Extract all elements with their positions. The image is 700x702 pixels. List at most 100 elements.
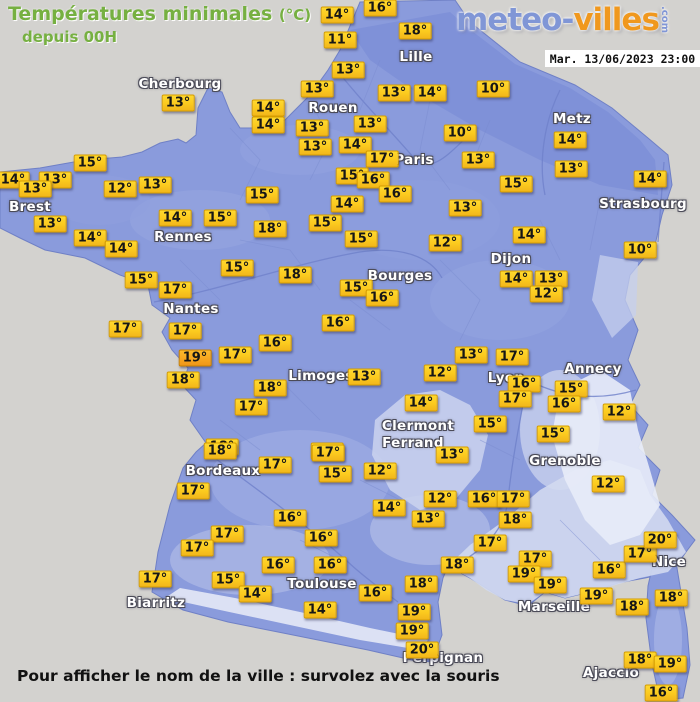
temperature-badge[interactable]: 15° [473,415,507,433]
temperature-badge[interactable]: 17° [158,281,192,299]
temperature-badge[interactable]: 17° [176,482,210,500]
temperature-badge[interactable]: 18° [654,589,688,607]
temperature-badge[interactable]: 13° [33,215,67,233]
temperature-badge[interactable]: 14° [238,585,272,603]
temperature-badge[interactable]: 18° [278,266,312,284]
temperature-badge[interactable]: 17° [623,545,657,563]
temperature-badge[interactable]: 17° [218,346,252,364]
temperature-badge[interactable]: 12° [363,462,397,480]
temperature-badge[interactable]: 17° [496,490,530,508]
temperature-badge[interactable]: 16° [304,529,338,547]
temperature-badge[interactable]: 20° [643,531,677,549]
temperature-badge[interactable]: 16° [313,556,347,574]
temperature-badge[interactable]: 14° [553,131,587,149]
temperature-badge[interactable]: 15° [536,425,570,443]
temperature-badge[interactable]: 13° [138,176,172,194]
temperature-badge[interactable]: 17° [180,539,214,557]
temperature-badge[interactable]: 14° [413,84,447,102]
temperature-badge[interactable]: 12° [103,180,137,198]
temperature-badge[interactable]: 15° [554,380,588,398]
temperature-badge[interactable]: 15° [124,271,158,289]
temperature-badge[interactable]: 14° [73,229,107,247]
temperature-badge[interactable]: 13° [161,94,195,112]
temperature-badge[interactable]: 16° [261,556,295,574]
temperature-badge[interactable]: 12° [529,285,563,303]
temperature-badge[interactable]: 12° [428,234,462,252]
temperature-badge[interactable]: 19° [178,349,212,367]
temperature-badge[interactable]: 17° [498,390,532,408]
temperature-badge[interactable]: 15° [318,465,352,483]
temperature-badge[interactable]: 15° [220,259,254,277]
temperature-badge[interactable]: 15° [211,571,245,589]
temperature-badge[interactable]: 19° [507,565,541,583]
temperature-badge[interactable]: 12° [602,403,636,421]
temperature-badge[interactable]: 16° [356,171,390,189]
temperature-badge[interactable]: 14° [404,394,438,412]
temperature-badge[interactable]: 17° [168,322,202,340]
temperature-badge[interactable]: 17° [311,444,345,462]
temperature-badge[interactable]: 19° [533,576,567,594]
temperature-badge[interactable]: 19° [653,655,687,673]
temperature-badge[interactable]: 14° [330,195,364,213]
temperature-badge[interactable]: 13° [411,510,445,528]
temperature-badge[interactable]: 13° [300,80,334,98]
temperature-badge[interactable]: 18° [498,511,532,529]
temperature-badge[interactable]: 19° [579,587,613,605]
temperature-badge[interactable]: 17° [210,525,244,543]
temperature-badge[interactable]: 13° [377,84,411,102]
temperature-badge[interactable]: 16° [258,334,292,352]
temperature-badge[interactable]: 12° [423,364,457,382]
temperature-badge[interactable]: 13° [554,160,588,178]
temperature-badge[interactable]: 16° [273,509,307,527]
temperature-badge[interactable]: 14° [512,226,546,244]
temperature-badge[interactable]: 13° [331,61,365,79]
temperature-badge[interactable]: 15° [344,230,378,248]
temperature-badge[interactable]: 12° [591,475,625,493]
temperature-badge[interactable]: 17° [365,150,399,168]
temperature-badge[interactable]: 16° [592,561,626,579]
temperature-badge[interactable]: 16° [378,185,412,203]
temperature-badge[interactable]: 18° [253,220,287,238]
temperature-badge[interactable]: 15° [203,209,237,227]
temperature-badge[interactable]: 13° [353,115,387,133]
temperature-badge[interactable]: 12° [423,490,457,508]
temperature-badge[interactable]: 18° [615,598,649,616]
temperature-badge[interactable]: 11° [323,31,357,49]
temperature-badge[interactable]: 16° [644,684,678,702]
temperature-badge[interactable]: 16° [363,0,397,17]
temperature-badge[interactable]: 16° [358,584,392,602]
temperature-badge[interactable]: 19° [397,603,431,621]
temperature-badge[interactable]: 17° [473,534,507,552]
temperature-badge[interactable]: 14° [104,240,138,258]
temperature-badge[interactable]: 17° [108,320,142,338]
temperature-badge[interactable]: 16° [365,289,399,307]
temperature-badge[interactable]: 14° [633,170,667,188]
temperature-badge[interactable]: 20° [405,641,439,659]
temperature-badge[interactable]: 18° [253,379,287,397]
temperature-badge[interactable]: 18° [166,371,200,389]
temperature-badge[interactable]: 14° [372,499,406,517]
temperature-badge[interactable]: 14° [303,601,337,619]
temperature-badge[interactable]: 13° [18,180,52,198]
temperature-badge[interactable]: 14° [158,209,192,227]
temperature-badge[interactable]: 15° [499,175,533,193]
temperature-badge[interactable]: 13° [347,368,381,386]
temperature-badge[interactable]: 14° [320,6,354,24]
temperature-badge[interactable]: 14° [499,270,533,288]
temperature-badge[interactable]: 14° [251,99,285,117]
temperature-badge[interactable]: 10° [623,241,657,259]
meteo-villes-logo[interactable]: meteo-villes.com [456,2,670,38]
temperature-badge[interactable]: 16° [547,395,581,413]
temperature-badge[interactable]: 17° [258,456,292,474]
temperature-badge[interactable]: 17° [138,570,172,588]
temperature-badge[interactable]: 13° [454,346,488,364]
temperature-badge[interactable]: 14° [251,116,285,134]
temperature-badge[interactable]: 18° [440,556,474,574]
temperature-badge[interactable]: 13° [448,199,482,217]
temperature-badge[interactable]: 15° [339,279,373,297]
temperature-badge[interactable]: 10° [443,124,477,142]
temperature-badge[interactable]: 19° [395,622,429,640]
temperature-badge[interactable]: 13° [298,138,332,156]
temperature-badge[interactable]: 15° [245,186,279,204]
